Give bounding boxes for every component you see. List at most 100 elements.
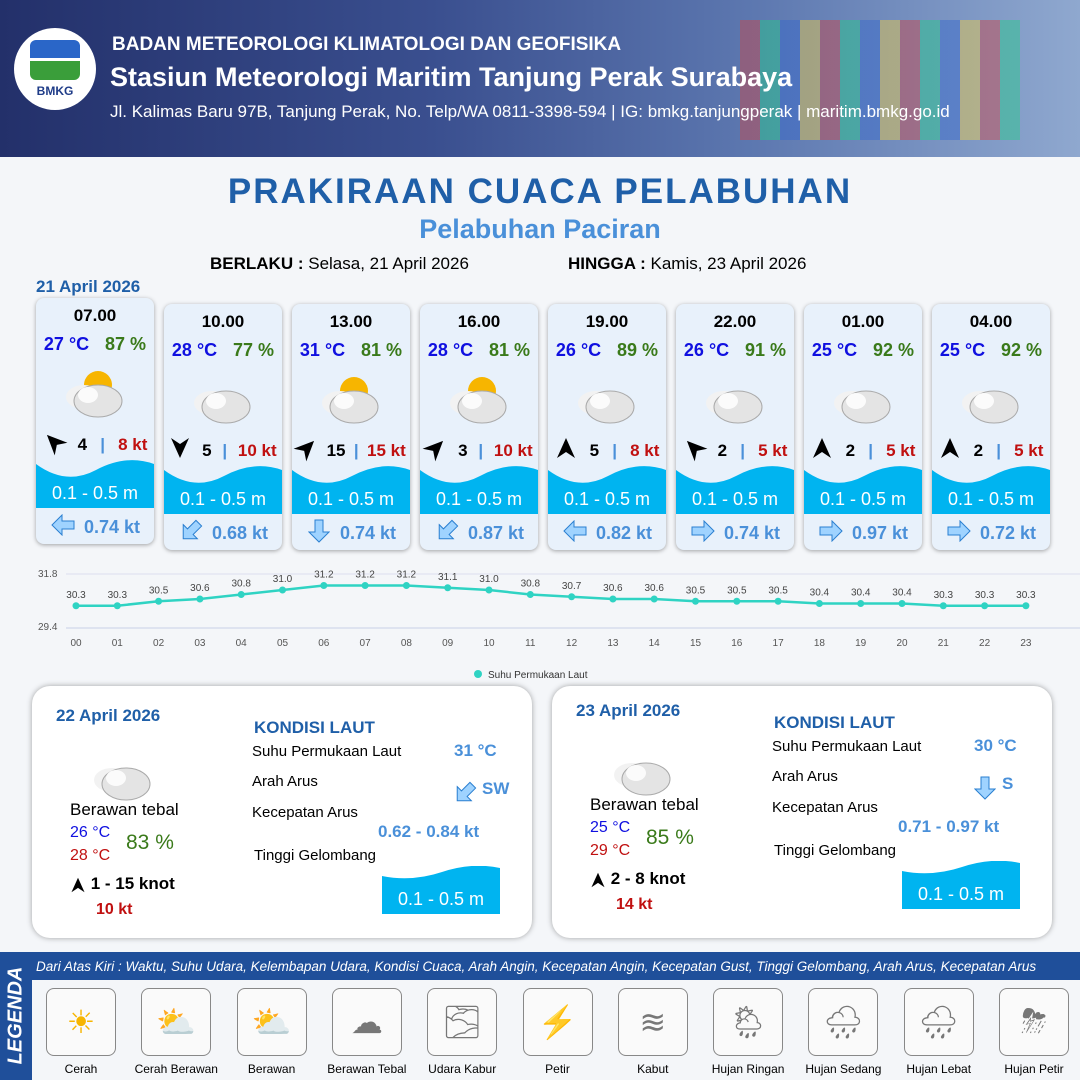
x-tick-label: 07 [360,638,372,649]
x-tick-label: 04 [236,638,248,649]
light-rain-icon: 🌦 [713,988,784,1056]
current-direction-icon [50,513,76,541]
x-tick-label: 00 [70,638,82,649]
legend-item: ⛅ Berawan [236,988,307,1076]
data-point [402,582,410,589]
data-label: 30.5 [149,585,169,596]
forecast-time: 19.00 [585,312,629,331]
x-tick-label: 01 [112,638,124,649]
x-tick-label: 08 [401,638,413,649]
legend-item: 🌧 Hujan Sedang [805,988,881,1076]
wind-speed: 5 [202,440,212,460]
forecast-time: 13.00 [329,312,373,331]
air-temp: 27 °C [43,334,90,354]
legend-item: ⛅ Cerah Berawan [135,988,218,1076]
gust: 10 kt [96,901,133,918]
legend-item: 🌦 Hujan Ringan [712,988,784,1076]
air-temp: 25 °C [811,340,858,360]
current-speed-label: Kecepatan Arus [252,804,358,821]
x-tick-label: 05 [277,638,289,649]
wind-direction-icon [555,437,577,464]
legend-item: ≋ Kabut [617,988,688,1076]
data-point [609,595,617,603]
rain-icon: 🌧 [808,988,879,1056]
weather-berawan-tebal-icon [548,371,666,427]
current-direction-icon [452,781,478,809]
x-tick-label: 18 [814,638,826,649]
wind-range: 2 - 8 knot [590,869,685,889]
humidity: 81 % [361,340,403,360]
legend-description: Dari Atas Kiri : Waktu, Suhu Udara, Kele… [32,952,1080,980]
humidity: 87 % [105,334,147,354]
humidity: 85 % [646,826,694,849]
wave-label: Tinggi Gelombang [254,847,377,864]
current-dir-label: Arah Arus [252,773,318,790]
gust-speed: 15 kt [367,440,406,460]
wind-direction-icon [169,437,191,464]
wind-speed: 3 [458,440,468,460]
x-tick-label: 02 [153,638,165,649]
data-label: 31.2 [314,570,334,581]
fog-icon: ≋ [617,988,688,1056]
wind-direction-icon [939,437,961,464]
data-point [898,600,906,607]
current-speed: 0.74 kt [723,523,781,543]
wave-height: 0.1 - 0.5 m [292,462,410,514]
gust-speed: 5 kt [758,440,788,460]
data-label: 31.1 [438,572,458,583]
page-title: PRAKIRAAN CUACA PELABUHAN [227,172,853,211]
org-name: BADAN METEOROLOGI KLIMATOLOGI DAN GEOFIS… [112,34,622,55]
data-point [279,586,286,594]
wave-height: 0.1 - 0.5 m [932,462,1050,514]
wind-speed: 5 [589,440,600,460]
wave-height: 0.1 - 0.5 m [548,462,666,514]
gust-speed: 10 kt [237,440,277,460]
weather-cloud-icon [608,733,678,799]
data-label: 30.6 [603,583,623,594]
current-speed-value: 0.62 - 0.84 kt [378,822,480,841]
sst-label: Suhu Permukaan Laut [252,743,402,760]
x-tick-label: 03 [194,638,206,649]
current-direction-icon [972,776,998,804]
station-name: Stasiun Meteorologi Maritim Tanjung Pera… [110,62,793,92]
x-tick-label: 15 [690,638,702,649]
data-point [113,602,121,610]
air-temp: 31 °C [299,340,346,360]
gust-speed: 8 kt [630,440,660,460]
current-direction-icon [818,519,844,547]
weather-desc: Berawan tebal [590,795,699,814]
day-date: 22 April 2026 [56,706,161,725]
current-direction-icon [178,519,204,547]
weather-berawan-icon [292,371,410,427]
gust-speed: 5 kt [1014,440,1044,460]
humidity: 77 % [233,340,275,360]
data-label: 30.5 [686,585,706,596]
data-point [444,584,452,592]
x-tick-label: 11 [525,638,536,649]
current-direction-icon [434,519,460,547]
valid-from: BERLAKU : Selasa, 21 April 2026 [210,254,469,273]
gust: 14 kt [616,896,653,913]
x-tick-label: 12 [566,638,578,649]
wave-height: 0.1 - 0.5 m [902,861,1020,909]
x-tick-label: 06 [318,638,330,649]
data-label: 30.8 [521,579,541,590]
haze-icon: 🌫 [427,988,498,1056]
sea-condition-title: KONDISI LAUT [774,713,895,732]
forecast-time: 16.00 [457,312,501,331]
valid-to: HINGGA : Kamis, 23 April 2026 [568,254,807,273]
wave-height: 0.1 - 0.5 m [36,456,154,508]
day3-panel: 23 April 2026 Berawan tebal 25 °C 29 °C … [552,686,1052,938]
humidity: 89 % [617,340,659,360]
sst-label: Suhu Permukaan Laut [772,738,922,755]
wave-height: 0.1 - 0.5 m [676,462,794,514]
sea-temp-chart: 31.8 29.4 30.3 00 30.3 01 30.5 02 30.6 03 30.8 04 31… [38,569,1080,681]
max-temp: 29 °C [590,842,631,859]
wave-height: 0.1 - 0.5 m [164,462,282,514]
min-temp: 26 °C [70,824,111,841]
forecast-card: 10.00 28 °C 77 % 5 | 10 kt 0.1 - 0.5 m 0.68… [164,304,282,550]
legend-item: ☀ Cerah [46,988,116,1076]
data-label: 30.8 [231,579,251,590]
forecast-time: 07.00 [73,306,117,325]
legend-item: ☁ Berawan Tebal [327,988,406,1076]
